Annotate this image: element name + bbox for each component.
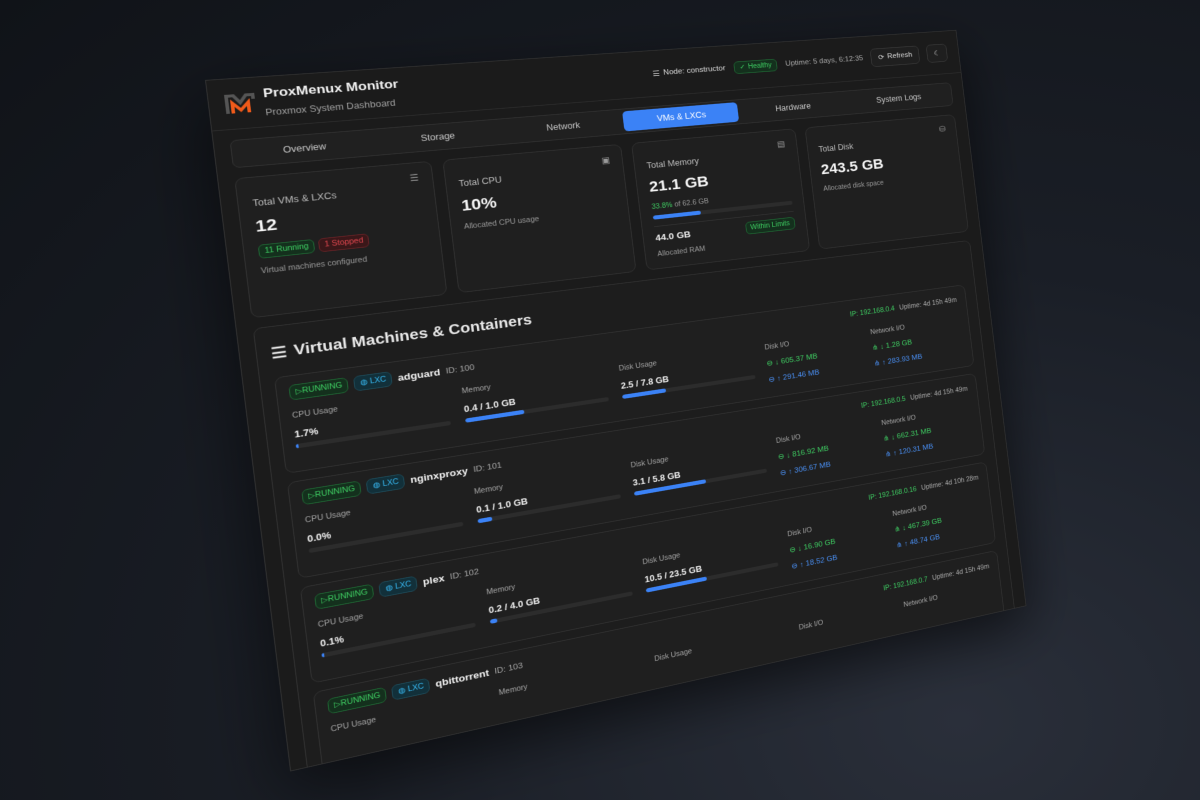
status-badge: ▷RUNNING: [327, 686, 388, 715]
server-icon: ☰: [270, 344, 288, 363]
app-title: ProxMenux Monitor: [262, 76, 399, 100]
vm-name: qbittorrent: [434, 667, 490, 690]
running-count-badge: 11 Running: [257, 239, 316, 259]
net-out-value: ↑ 120.31 MB: [892, 442, 934, 458]
memory-bar-fill: [489, 618, 498, 624]
memory-percent: 33.8%: [651, 201, 673, 212]
disk-read-value: ↓ 605.37 MB: [774, 352, 818, 367]
health-label: Healthy: [747, 61, 773, 71]
refresh-button[interactable]: ⟳ Refresh: [869, 45, 921, 67]
status-badge: ▷RUNNING: [301, 480, 362, 506]
vm-ip: IP: 192.168.0.7: [883, 576, 929, 593]
tab-storage[interactable]: Storage: [420, 130, 456, 144]
vm-ip: IP: 192.168.0.16: [868, 485, 918, 502]
vm-section: ☰ Virtual Machines & Containers ▷RUNNING …: [252, 240, 1020, 772]
memory-status-badge: Within Limits: [744, 216, 796, 235]
card-total-cpu: ▣ Total CPU 10% Allocated CPU usage: [441, 143, 637, 294]
memory-total: of 62.6 GB: [671, 197, 710, 209]
vm-name: plex: [422, 572, 446, 588]
vm-id: ID: 100: [445, 363, 475, 376]
vm-uptime: Uptime: 4d 10h 28m: [920, 474, 979, 492]
system-uptime: Uptime: 5 days, 6:12:35: [784, 54, 864, 68]
cpu-bar-fill: [308, 548, 310, 554]
type-badge: ◍ LXC: [365, 473, 406, 495]
status-badge: ▷RUNNING: [314, 583, 375, 610]
disk-read-value: ↓ 16.90 GB: [797, 537, 836, 553]
server-icon: ☰: [409, 172, 420, 184]
proxmenux-logo-icon: [224, 91, 257, 115]
server-icon: ☰: [652, 69, 661, 78]
net-in-value: ↓ 662.31 MB: [890, 427, 932, 442]
health-badge: ✓ Healthy: [733, 58, 778, 74]
vm-id: ID: 101: [472, 460, 503, 474]
app-subtitle: Proxmox System Dashboard: [264, 97, 397, 118]
memory-icon: ▤: [776, 139, 786, 149]
node-info: ☰ Node: constructor: [652, 64, 726, 78]
status-label: RUNNING: [327, 588, 369, 604]
moon-icon: ☾: [933, 49, 941, 58]
stopped-count-badge: 1 Stopped: [317, 233, 371, 253]
theme-toggle-button[interactable]: ☾: [925, 43, 949, 63]
net-out-value: ↑ 48.74 GB: [903, 533, 941, 548]
node-name: Node: constructor: [662, 64, 726, 77]
type-badge: ◍ LXC: [378, 575, 419, 598]
tab-vms-lxcs[interactable]: VMs & LXCs: [622, 102, 740, 132]
type-label: LXC: [407, 682, 425, 694]
status-label: RUNNING: [340, 691, 381, 708]
type-label: LXC: [369, 375, 387, 386]
cpu-bar-fill: [295, 443, 299, 449]
type-badge: ◍ LXC: [391, 677, 431, 701]
tab-overview[interactable]: Overview: [282, 141, 327, 156]
tab-hardware[interactable]: Hardware: [774, 101, 812, 114]
vm-ip: IP: 192.168.0.4: [849, 305, 896, 319]
check-circle-icon: ✓: [739, 63, 746, 71]
net-in-value: ↓ 467.39 GB: [901, 516, 943, 533]
card-total-memory: ▤ Total Memory 21.1 GB 33.8% of 62.6 GB …: [631, 128, 810, 271]
type-badge: ◍ LXC: [353, 371, 393, 392]
disk-write-value: ↑ 291.46 MB: [776, 368, 820, 383]
memory-bar-fill: [477, 516, 493, 524]
tab-network[interactable]: Network: [545, 120, 581, 133]
allocated-ram-label: Allocated RAM: [657, 245, 706, 259]
vm-id: ID: 103: [494, 661, 524, 676]
dashboard-window: ProxMenux Monitor Proxmox System Dashboa…: [205, 29, 1027, 772]
net-out-value: ↑ 283.93 MB: [881, 352, 923, 367]
vm-id: ID: 102: [449, 567, 480, 582]
card-value: 12: [254, 215, 279, 236]
disk-write-value: ↑ 306.67 MB: [788, 460, 832, 476]
disk-bar-fill: [622, 388, 667, 399]
hard-drive-icon: ⛁: [938, 124, 947, 134]
vm-ip: IP: 192.168.0.5: [860, 395, 907, 410]
type-label: LXC: [394, 580, 412, 592]
cpu-bar-fill: [321, 652, 325, 658]
tab-system-logs[interactable]: System Logs: [875, 92, 922, 105]
disk-read-value: ↓ 816.92 MB: [786, 444, 830, 460]
net-in-value: ↓ 1.28 GB: [879, 338, 913, 351]
status-label: RUNNING: [301, 381, 343, 396]
allocated-ram-value: 44.0 GB: [654, 229, 692, 243]
vm-uptime: Uptime: 4d 15h 49m: [931, 563, 990, 583]
refresh-icon: ⟳: [877, 53, 885, 62]
vm-uptime: Uptime: 4d 15h 49m: [909, 385, 969, 402]
vm-name: nginxproxy: [409, 465, 469, 486]
refresh-label: Refresh: [886, 51, 913, 61]
vm-name: adguard: [397, 366, 441, 384]
card-total-vms: ☰ Total VMs & LXCs 12 11 Running 1 Stopp…: [234, 160, 448, 319]
disk-write-value: ↑ 18.52 GB: [799, 553, 838, 570]
cpu-icon: ▣: [600, 155, 611, 166]
vm-uptime: Uptime: 4d 15h 49m: [898, 296, 958, 312]
status-label: RUNNING: [314, 484, 356, 500]
status-badge: ▷RUNNING: [288, 377, 350, 401]
card-total-disk: ⛁ Total Disk 243.5 GB Allocated disk spa…: [804, 114, 969, 250]
type-label: LXC: [382, 477, 400, 489]
